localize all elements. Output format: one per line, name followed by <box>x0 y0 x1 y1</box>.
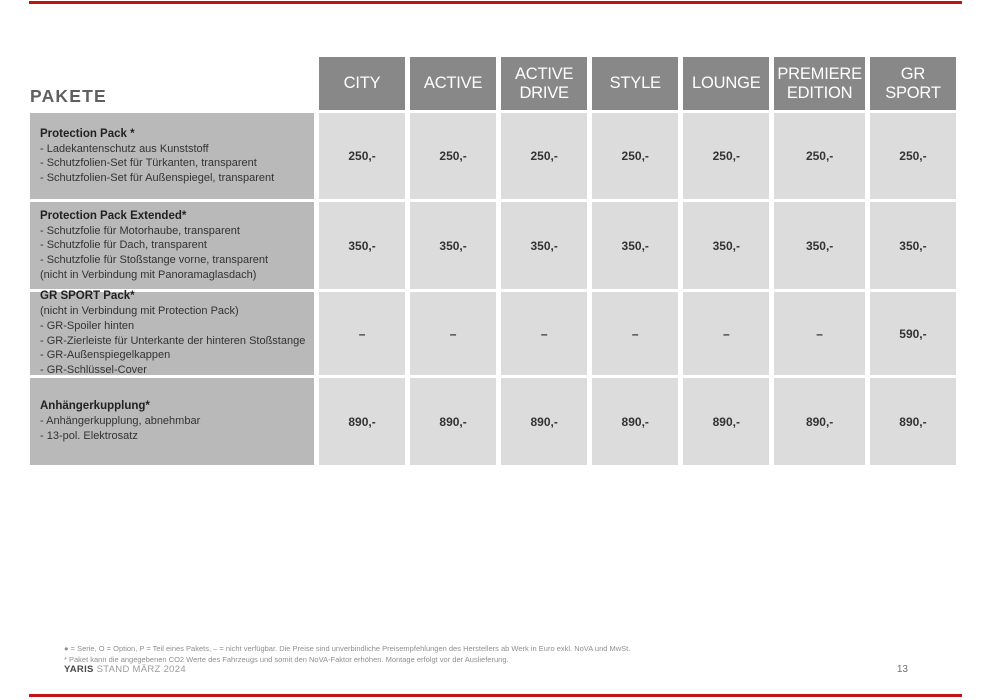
price-cell: 350,- <box>683 202 770 289</box>
column-header-active-drive: ACTIVE DRIVE <box>501 57 588 110</box>
column-header-lounge: LOUNGE <box>683 57 770 110</box>
bottom-red-rule <box>29 694 962 697</box>
legal-line-1: ● = Serie, O = Option, P = Teil eines Pa… <box>64 644 631 653</box>
price-cell: 250,- <box>592 113 679 199</box>
brand-name: YARIS <box>64 664 94 675</box>
price-cell: 350,- <box>774 202 865 289</box>
pack-detail: - Schutzfolie für Stoßstange vorne, tran… <box>40 253 269 266</box>
price-cell: 350,- <box>410 202 497 289</box>
price-cell: 890,- <box>501 378 588 465</box>
row-label-protection-pack-extended: Protection Pack Extended* - Schutzfolie … <box>30 202 314 289</box>
pack-name: GR SPORT Pack* <box>40 290 135 303</box>
price-cell: 890,- <box>869 378 956 465</box>
pack-detail: - GR-Spoiler hinten <box>40 320 135 333</box>
price-cell: 890,- <box>592 378 679 465</box>
price-cell: 890,- <box>774 378 865 465</box>
pack-name: Protection Pack Extended* <box>40 209 187 222</box>
pack-detail: - GR-Zierleiste für Unterkante der hinte… <box>40 334 306 347</box>
price-cell: 350,- <box>592 202 679 289</box>
price-cell: – <box>774 292 865 375</box>
pack-name: Protection Pack * <box>40 127 135 140</box>
column-header-gr-sport: GR SPORT <box>869 57 956 110</box>
pack-detail: - Ladekantenschutz aus Kunststoff <box>40 142 209 155</box>
pack-detail: - GR-Schlüssel-Cover <box>40 363 147 376</box>
price-cell: 250,- <box>501 113 588 199</box>
price-cell: 250,- <box>869 113 956 199</box>
price-cell: 890,- <box>319 378 406 465</box>
column-header-style: STYLE <box>592 57 679 110</box>
column-header-premiere-edition: PREMIERE EDITION <box>774 57 865 110</box>
column-header-active: ACTIVE <box>410 57 497 110</box>
legal-line-2: * Paket kann die angegebenen CO2 Werte d… <box>64 655 509 664</box>
price-cell: 250,- <box>774 113 865 199</box>
price-cell: 250,- <box>319 113 406 199</box>
table-corner: PAKETE <box>30 57 314 110</box>
price-cell: – <box>592 292 679 375</box>
pack-detail: - Schutzfolie für Dach, transparent <box>40 239 207 252</box>
price-cell: – <box>683 292 770 375</box>
row-label-gr-sport-pack: GR SPORT Pack* (nicht in Verbindung mit … <box>30 290 314 376</box>
price-cell: 350,- <box>869 202 956 289</box>
price-cell: – <box>319 292 406 375</box>
pack-detail: - Schutzfolie für Motorhaube, transparen… <box>40 224 240 237</box>
price-cell: 890,- <box>410 378 497 465</box>
row-label-anhaengerkupplung: Anhängerkupplung* - Anhängerkupplung, ab… <box>30 378 314 465</box>
pack-detail: - Schutzfolien-Set für Türkanten, transp… <box>40 157 257 170</box>
price-cell: – <box>501 292 588 375</box>
pack-name: Anhängerkupplung* <box>40 400 150 413</box>
top-red-rule <box>29 1 962 4</box>
page-number: 13 <box>896 664 908 675</box>
pakete-table: PAKETE CITY ACTIVE ACTIVE DRIVE STYLE LO… <box>30 57 956 465</box>
price-cell: – <box>410 292 497 375</box>
price-cell: 590,- <box>869 292 956 375</box>
pack-detail: - Schutzfolien-Set für Außenspiegel, tra… <box>40 171 275 184</box>
price-cell: 890,- <box>683 378 770 465</box>
column-header-city: CITY <box>319 57 406 110</box>
pack-detail: - Anhängerkupplung, abnehmbar <box>40 415 201 428</box>
footer: ● = Serie, O = Option, P = Teil eines Pa… <box>64 643 926 665</box>
stand-date: STAND MÄRZ 2024 <box>93 664 186 675</box>
price-cell: 350,- <box>319 202 406 289</box>
pack-detail: (nicht in Verbindung mit Protection Pack… <box>40 305 239 318</box>
page-title: PAKETE <box>30 86 107 106</box>
brand-line: YARIS STAND MÄRZ 2024 <box>64 664 186 675</box>
price-cell: 250,- <box>410 113 497 199</box>
pack-detail: (nicht in Verbindung mit Panoramaglasdac… <box>40 268 257 281</box>
pack-detail: - GR-Außenspiegelkappen <box>40 349 171 362</box>
price-cell: 350,- <box>501 202 588 289</box>
price-cell: 250,- <box>683 113 770 199</box>
pack-detail: - 13-pol. Elektrosatz <box>40 429 138 442</box>
row-label-protection-pack: Protection Pack * - Ladekantenschutz aus… <box>30 113 314 199</box>
